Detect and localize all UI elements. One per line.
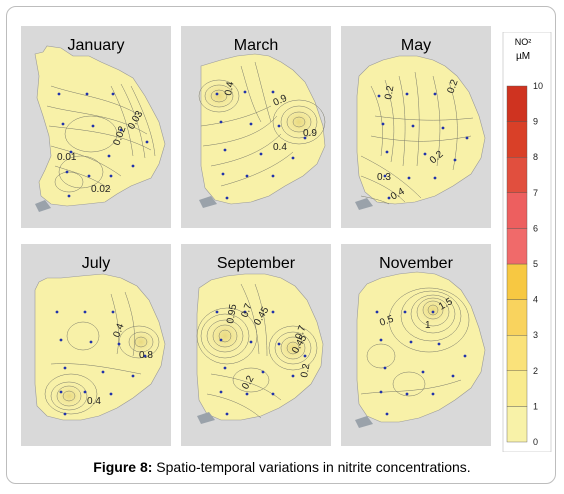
legend-color-bar: [506, 192, 528, 229]
contour-label: 0.4: [87, 396, 101, 407]
water-shape: [355, 416, 373, 428]
contour-label: 0.2: [299, 362, 312, 378]
legend-color-bar: [506, 85, 528, 122]
legend-color-bar: [506, 406, 528, 443]
station-dots: [377, 92, 469, 200]
water-shape: [35, 200, 51, 212]
panel-title: May: [401, 37, 431, 54]
legend-color-bar: [506, 263, 528, 300]
legend-color-bar: [506, 121, 528, 158]
panel-title: September: [217, 255, 296, 272]
water-shape: [355, 198, 373, 210]
contour-label: 0.7: [239, 302, 254, 319]
legend-color-bar: [506, 156, 528, 193]
legend-tick-label: 3: [533, 330, 538, 340]
contour-label: 0.95: [225, 303, 239, 325]
panel-may: May 0.2 0.2 0.2 0.3 0.4: [341, 26, 491, 228]
legend-tick-label: 0: [533, 437, 538, 447]
contour-label: 0.9: [272, 93, 290, 109]
panel-title: July: [82, 255, 110, 272]
legend-tick-label: 4: [533, 295, 538, 305]
station-dots: [215, 90, 307, 200]
station-dots: [55, 310, 147, 416]
station-dots: [375, 310, 467, 416]
station-dots: [57, 92, 149, 198]
legend-tick-label: 2: [533, 366, 538, 376]
legend-tick-label: 6: [533, 223, 538, 233]
panel-january: January 0.03 0.02 0.01 0.02: [21, 26, 171, 228]
panel-july: July 0.4 0.8 0.4: [21, 244, 171, 446]
contour-label: 0.01: [57, 152, 77, 163]
contour-label: 0.4: [111, 322, 126, 339]
contour-label: 0.2: [445, 78, 460, 95]
legend-color-bar: [506, 335, 528, 372]
contour-label: 0.9: [303, 128, 317, 139]
panel-september: September 0.95 0.7 0.45 0.7 0.45 0.2 0.2: [181, 244, 331, 446]
water-shape: [197, 412, 215, 424]
contour-label: 0.3: [377, 172, 391, 183]
caption-prefix: Figure 8:: [93, 459, 153, 475]
panel-title: January: [68, 37, 125, 54]
contour-lines: [46, 83, 156, 193]
contour-label: 1: [425, 320, 431, 331]
legend-color-bar: [506, 228, 528, 265]
contour-label: 0.2: [383, 84, 396, 100]
legend-color-bars: [506, 85, 528, 443]
station-dots: [215, 310, 307, 416]
legend-color-bar: [506, 370, 528, 407]
contour-label: 0.4: [223, 80, 236, 96]
contour-lines: [196, 283, 318, 419]
contour-lines: [360, 287, 470, 397]
legend-tick-label: 5: [533, 259, 538, 269]
contour-label: 0.5: [378, 314, 395, 329]
contour-lines: [198, 61, 326, 187]
contour-lines: [44, 291, 160, 415]
contour-label: 0.7: [293, 324, 308, 341]
legend-unit: NO²: [515, 37, 532, 47]
legend-tick-label: 8: [533, 152, 538, 162]
panel-november: November 0.5 1 1.5: [341, 244, 491, 446]
panel-title: November: [379, 255, 453, 272]
legend-tick-label: 9: [533, 117, 538, 127]
caption-text: Spatio-temporal variations in nitrite co…: [152, 459, 471, 475]
legend-tick-label: 10: [533, 81, 543, 91]
legend-tick-label: 1: [533, 401, 538, 411]
panel-march: March 0.4 0.9 0.9 0.4: [181, 26, 331, 228]
water-shape: [199, 196, 217, 208]
legend-tick-label: 7: [533, 188, 538, 198]
legend-unit-sub: µM: [516, 51, 530, 62]
contour-label: 0.4: [273, 142, 287, 153]
figure-caption: Figure 8: Spatio-temporal variations in …: [0, 459, 564, 475]
panel-title: March: [234, 37, 278, 54]
contour-label: 0.8: [139, 350, 153, 361]
contour-lines: [360, 71, 474, 205]
contour-label: 0.02: [91, 184, 111, 195]
legend-color-bar: [506, 299, 528, 336]
land-shape: [196, 273, 324, 421]
